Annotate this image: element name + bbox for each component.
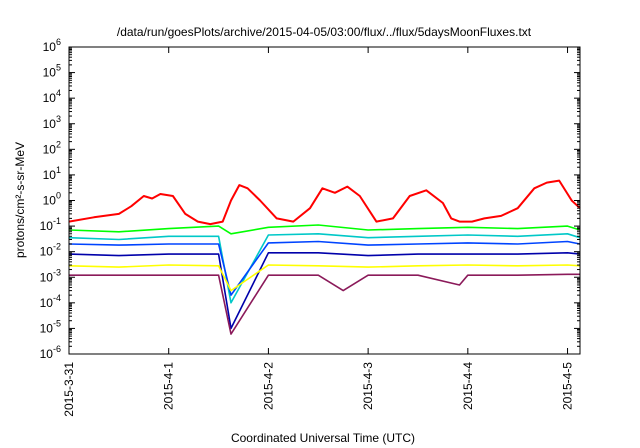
y-tick-base: 10: [40, 219, 54, 233]
y-tick-label: 10-2: [40, 242, 61, 259]
series-line-5: [68, 252, 581, 330]
series-line-6: [68, 264, 581, 292]
y-tick-base: 10: [40, 296, 54, 310]
y-tick-label: 104: [43, 88, 61, 105]
y-axis: 10-610-510-410-310-210-11001011021031041…: [40, 37, 580, 361]
x-axis-label: Coordinated Universal Time (UTC): [231, 431, 415, 445]
y-tick-exponent: 2: [56, 139, 61, 149]
y-tick-label: 10-4: [40, 293, 61, 310]
y-tick-label: 10-5: [40, 318, 61, 335]
series-line-4: [68, 240, 581, 296]
x-tick-label: 2015-4-1: [162, 362, 176, 410]
y-tick-base: 10: [40, 321, 54, 335]
series-line-1: [68, 179, 581, 226]
y-tick-base: 10: [43, 117, 57, 131]
series-line-3: [68, 233, 581, 304]
y-tick-label: 10-1: [40, 216, 61, 233]
y-tick-label: 103: [43, 114, 61, 131]
y-tick-exponent: -6: [53, 344, 61, 354]
series-line-7: [69, 273, 580, 335]
y-tick-base: 10: [43, 91, 57, 105]
y-tick-label: 100: [43, 191, 61, 208]
y-tick-label: 10-3: [40, 267, 61, 284]
x-tick-label: 2015-4-2: [261, 362, 275, 410]
y-tick-base: 10: [43, 142, 57, 156]
y-tick-exponent: 3: [56, 114, 61, 124]
plot-frame: [68, 46, 581, 355]
y-tick-exponent: 0: [56, 191, 61, 201]
y-tick-exponent: -5: [53, 318, 61, 328]
y-tick-exponent: -4: [53, 293, 61, 303]
y-tick-exponent: 1: [56, 165, 61, 175]
x-axis: 2015-3-31 2015-4-1 2015-4-2 2015-4-3 2015-4-…: [62, 47, 575, 417]
y-tick-label: 101: [43, 165, 61, 182]
y-tick-label: 105: [43, 63, 61, 80]
y-axis-label: protons/cm²-s-sr-MeV: [13, 142, 27, 258]
y-tick-exponent: 4: [56, 88, 61, 98]
y-tick-base: 10: [43, 194, 57, 208]
chart-title: /data/run/goesPlots/archive/2015-04-05/0…: [117, 25, 532, 39]
y-tick-exponent: -3: [53, 267, 61, 277]
series-line-2: [68, 224, 581, 235]
y-tick-base: 10: [40, 270, 54, 284]
series-lines: [68, 179, 581, 335]
x-tick-label: 2015-3-31: [62, 362, 76, 417]
x-tick-label: 2015-4-4: [461, 362, 475, 410]
x-tick-label: 2015-4-3: [361, 362, 375, 410]
y-tick-label: 106: [43, 37, 61, 54]
y-tick-label: 10-6: [40, 344, 61, 361]
y-tick-exponent: 5: [56, 63, 61, 73]
y-tick-label: 102: [43, 139, 61, 156]
y-tick-base: 10: [40, 245, 54, 259]
y-tick-base: 10: [40, 347, 54, 361]
y-tick-base: 10: [43, 168, 57, 182]
y-tick-exponent: -1: [53, 216, 61, 226]
y-tick-exponent: 6: [56, 37, 61, 47]
y-tick-base: 10: [43, 66, 57, 80]
x-tick-label: 2015-4-5: [561, 362, 575, 410]
y-tick-base: 10: [43, 40, 57, 54]
y-tick-exponent: -2: [53, 242, 61, 252]
